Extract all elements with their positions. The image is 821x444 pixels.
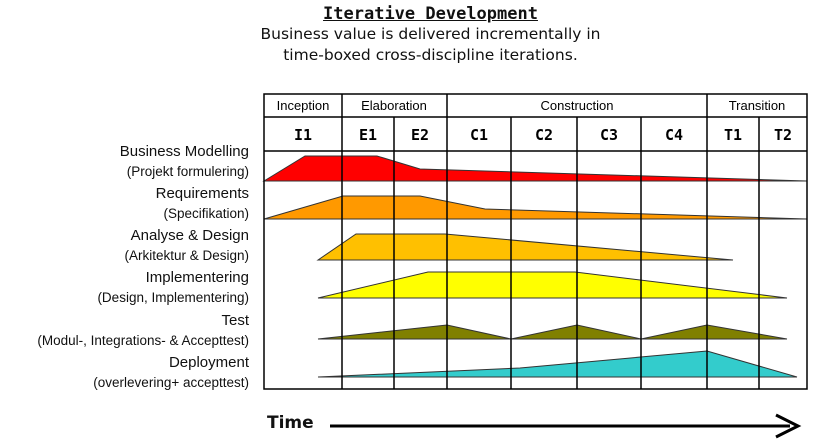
iteration-e1: E1 — [359, 126, 377, 144]
iteration-t1: T1 — [724, 126, 742, 144]
time-label: Time — [267, 413, 314, 433]
discipline-name: Implementering — [145, 269, 249, 286]
phase-transition: Transition — [729, 98, 786, 113]
phase-elaboration: Elaboration — [361, 98, 427, 113]
grid-lines — [263, 93, 808, 390]
discipline-name: Test — [221, 312, 249, 329]
subtitle-line-1: Business value is delivered incrementall… — [260, 25, 601, 43]
iteration-t2: T2 — [774, 126, 792, 144]
iteration-e2: E2 — [411, 126, 429, 144]
discipline-subtitle: (Projekt formulering) — [126, 164, 249, 179]
iteration-c4: C4 — [665, 126, 683, 144]
diagram-title: Iterative Development — [323, 4, 538, 24]
discipline-subtitle: (overlevering+ accepttest) — [93, 375, 249, 390]
discipline-requirements: Requirements (Specifikation) — [156, 184, 249, 224]
implementering-hump — [317, 271, 788, 299]
requirements-hump — [263, 195, 808, 220]
discipline-test: Test (Modul-, Integrations- & Accepttest… — [37, 311, 249, 351]
discipline-name: Requirements — [155, 185, 249, 202]
discipline-business-modelling: Business Modelling (Projekt formulering) — [120, 142, 249, 182]
iteration-i1: I1 — [294, 126, 312, 144]
discipline-name: Analyse & Design — [130, 227, 249, 244]
iteration-c3: C3 — [600, 126, 618, 144]
discipline-implementering: Implementering (Design, Implementering) — [97, 268, 249, 308]
discipline-subtitle: (Modul-, Integrations- & Accepttest) — [37, 333, 249, 348]
discipline-analyse-design: Analyse & Design (Arkitektur & Design) — [124, 226, 249, 266]
diagram-title-block: Iterative Development Business value is … — [0, 4, 821, 66]
deployment-hump — [317, 350, 798, 378]
iteration-c2: C2 — [535, 126, 553, 144]
analyse-design-hump — [316, 233, 734, 261]
discipline-name: Deployment — [168, 354, 249, 371]
discipline-name: Business Modelling — [119, 143, 249, 160]
test-hump — [317, 324, 788, 340]
discipline-subtitle: (Specifikation) — [163, 206, 249, 221]
subtitle-line-2: time-boxed cross-discipline iterations. — [283, 46, 578, 64]
discipline-subtitle: (Arkitektur & Design) — [124, 248, 249, 263]
phase-inception: Inception — [277, 98, 330, 113]
phase-construction: Construction — [541, 98, 614, 113]
business-modelling-hump — [262, 155, 808, 182]
discipline-subtitle: (Design, Implementering) — [97, 290, 249, 305]
time-arrow-head-icon — [775, 413, 802, 439]
iteration-c1: C1 — [470, 126, 488, 144]
discipline-deployment: Deployment (overlevering+ accepttest) — [93, 353, 249, 393]
